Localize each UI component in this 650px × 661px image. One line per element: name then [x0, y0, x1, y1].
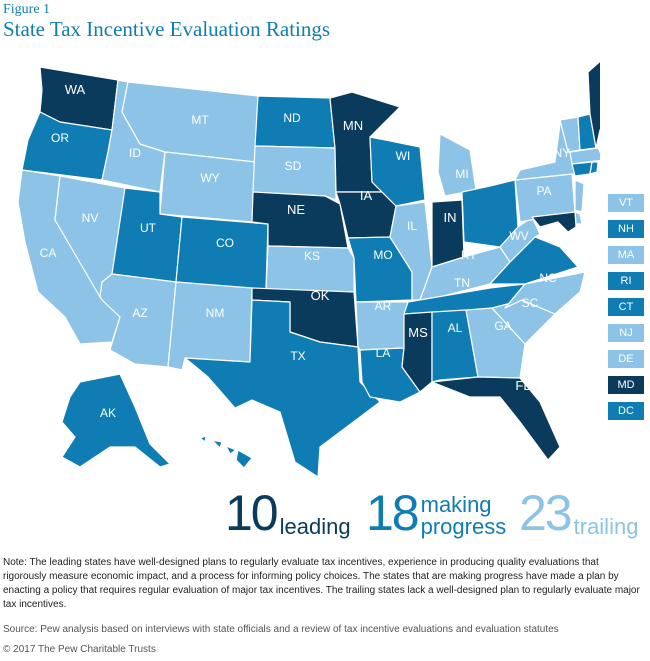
state-wv [499, 216, 541, 263]
note-text: Note: The leading states have well-desig… [3, 557, 640, 610]
state-label-ut: UT [140, 221, 157, 235]
state-fl [431, 376, 561, 461]
summary-making-progress: 18 making progress [366, 488, 506, 548]
summary-trailing-label: trailing [573, 514, 639, 539]
state-label-ca: CA [40, 246, 57, 260]
state-label-sc: SC [522, 296, 539, 310]
state-label-tn: TN [454, 276, 470, 290]
state-mi [437, 133, 477, 197]
state-label-wi: WI [396, 149, 411, 163]
state-ak [61, 373, 171, 468]
state-label-or: OR [51, 131, 69, 145]
legend-box-dc: DC [608, 402, 644, 420]
source-text: Source: Pew analysis based on interviews… [3, 624, 559, 635]
page-title: State Tax Incentive Evaluation Ratings [3, 17, 331, 41]
state-label-ok: OK [311, 288, 330, 303]
state-label-fl: FL [515, 378, 530, 393]
state-label-va: VA [542, 231, 557, 245]
state-label-ga: GA [494, 319, 511, 333]
state-label-wy: WY [200, 171, 219, 185]
summary-leading: 10 leading [225, 488, 351, 548]
state-label-az: AZ [132, 306, 147, 320]
state-label-in: IN [444, 210, 457, 225]
state-label-mt: MT [191, 113, 209, 127]
state-label-wv: WV [509, 229, 528, 243]
state-label-id: ID [129, 146, 141, 160]
state-label-ar: AR [375, 299, 392, 313]
state-label-wa: WA [65, 82, 86, 97]
state-label-co: CO [216, 236, 234, 250]
state-co [175, 216, 269, 291]
copyright-text: © 2017 The Pew Charitable Trusts [3, 644, 156, 655]
state-nj [574, 179, 585, 213]
state-md [531, 211, 577, 233]
state-label-il: IL [407, 219, 417, 233]
state-label-al: AL [448, 321, 463, 335]
legend-box-nh: NH [608, 220, 644, 238]
state-label-nm: NM [206, 306, 225, 320]
state-hi [199, 435, 253, 469]
legend-box-de: DE [608, 350, 644, 368]
legend-box-vt: VT [608, 194, 644, 212]
state-ri [589, 161, 599, 175]
state-il [389, 201, 433, 301]
summary-making-progress-label-2: progress [420, 514, 507, 539]
summary-leading-count: 10 [225, 485, 279, 541]
state-label-ms: MS [408, 325, 428, 340]
state-ga [465, 307, 526, 379]
state-label-pa: PA [536, 184, 551, 198]
state-sd [252, 145, 337, 201]
state-ct [571, 161, 593, 177]
state-label-nv: NV [82, 211, 99, 225]
state-ks [265, 245, 355, 293]
legend-box-ct: CT [608, 298, 644, 316]
summary-trailing: 23 trailing [519, 488, 638, 548]
state-nm [167, 281, 253, 371]
state-label-mi: MI [455, 167, 468, 181]
us-map: WA OR CA ID NV MT WY UT AZ CO NM ND SD NE KS OK TX MN IA MO… [17, 60, 600, 478]
legend-box-ri: RI [608, 272, 644, 290]
state-labels: WA OR CA ID NV MT WY UT AZ CO NM ND SD NE KS OK TX MN IA MO… [40, 82, 571, 467]
state-label-tx: TX [290, 349, 305, 363]
state-label-ak: AK [100, 406, 116, 420]
summary-leading-label: leading [279, 514, 351, 539]
state-label-la: LA [376, 346, 391, 360]
state-label-oh: OH [480, 173, 498, 187]
state-label-ny: NY [554, 146, 571, 160]
summary-trailing-count: 23 [519, 485, 573, 541]
state-label-ia: IA [360, 188, 373, 203]
state-label-mo: MO [373, 248, 392, 262]
state-label-ky: KY [461, 248, 477, 262]
state-label-nd: ND [283, 111, 301, 125]
state-ma [569, 147, 600, 165]
state-label-ne: NE [287, 202, 305, 217]
state-label-hi: HI [226, 453, 238, 467]
legend-box-nj: NJ [608, 324, 644, 342]
state-label-ks: KS [304, 249, 320, 263]
state-wy [159, 151, 256, 223]
state-label-nc: NC [539, 271, 557, 285]
summary-making-progress-label-1: making [420, 492, 492, 517]
state-label-mn: MN [343, 118, 363, 133]
summary-making-progress-count: 18 [366, 485, 420, 541]
legend-box-ma: MA [608, 246, 644, 264]
figure-label: Figure 1 [3, 2, 51, 17]
state-tx [184, 299, 381, 478]
state-me [587, 60, 600, 149]
state-label-sd: SD [285, 159, 302, 173]
legend-box-md: MD [608, 376, 644, 394]
